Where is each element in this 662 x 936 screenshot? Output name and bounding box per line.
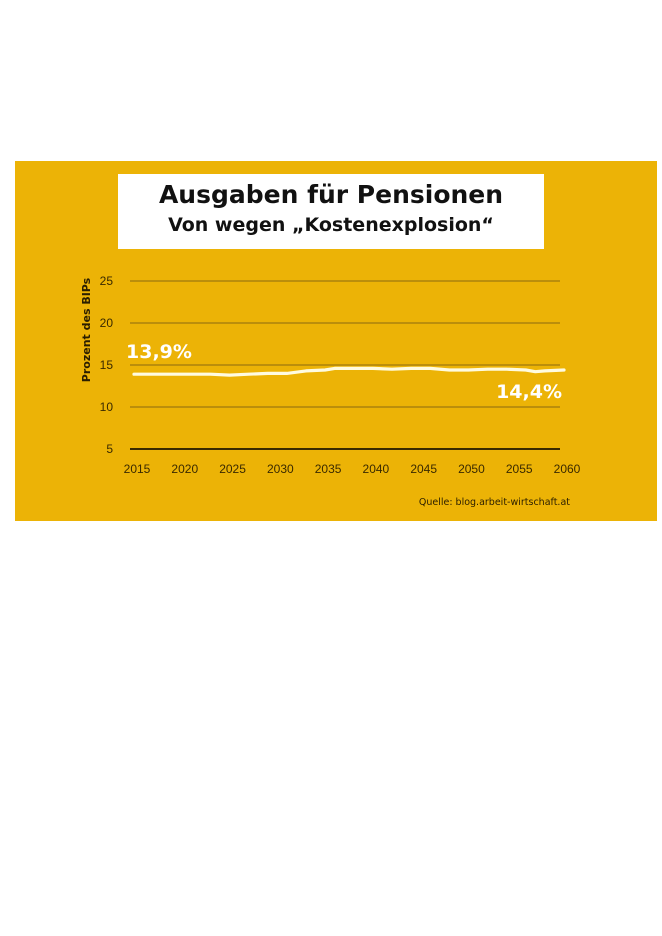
chart-subtitle: Von wegen „Kostenexplosion“ (168, 214, 494, 236)
title-box: Ausgaben für Pensionen Von wegen „Kosten… (118, 174, 544, 249)
value-annotation: 13,9% (126, 341, 192, 363)
x-tick-label: 2020 (171, 462, 198, 476)
x-axis-ticks: 2015 2020 2025 2030 2035 2040 2045 2050 2055 2060 (124, 462, 581, 476)
gridlines (130, 280, 560, 450)
chart-title: Ausgaben für Pensionen (158, 180, 504, 209)
data-line (132, 366, 566, 377)
x-tick-label: 2050 (458, 462, 485, 476)
x-tick-label: 2055 (506, 462, 533, 476)
source-credit: Quelle: blog.arbeit-wirtschaft.at (418, 497, 570, 508)
x-tick-label: 2015 (124, 462, 151, 476)
x-tick-label: 2025 (219, 462, 246, 476)
x-tick-label: 2035 (315, 462, 342, 476)
annotations: 13,9% 14,4% (126, 341, 562, 403)
y-tick-label: 10 (100, 400, 114, 414)
y-axis-ticks: 5 10 15 20 25 (100, 274, 114, 456)
y-tick-label: 5 (106, 442, 113, 456)
x-tick-label: 2060 (554, 462, 581, 476)
y-tick-label: 20 (100, 316, 114, 330)
y-tick-label: 25 (100, 274, 114, 288)
x-tick-label: 2030 (267, 462, 294, 476)
x-tick-label: 2040 (363, 462, 390, 476)
y-tick-label: 15 (100, 358, 114, 372)
value-annotation: 14,4% (496, 381, 562, 403)
x-tick-label: 2045 (410, 462, 437, 476)
